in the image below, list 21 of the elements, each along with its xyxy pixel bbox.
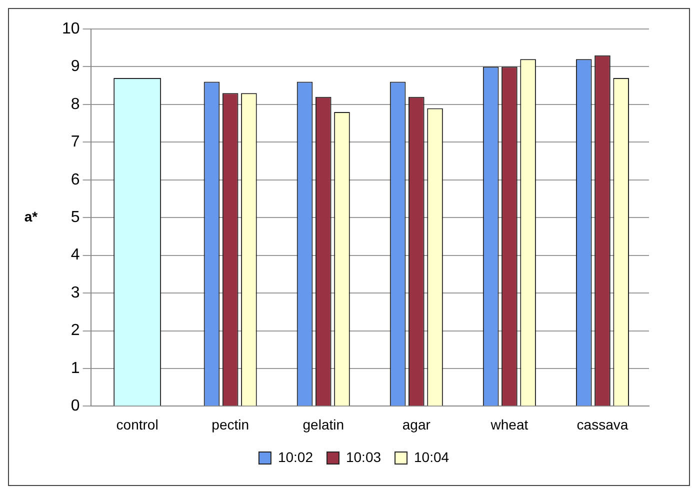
x-tick-label: control	[116, 416, 158, 432]
x-tick-label: agar	[402, 416, 431, 432]
y-axis-title: a*	[24, 208, 38, 224]
x-tick-label: gelatin	[302, 416, 344, 432]
y-tick-label: 9	[70, 58, 80, 76]
y-tick-label: 8	[70, 96, 80, 113]
y-tick-label: 2	[70, 322, 80, 340]
y-tick-label: 10	[62, 20, 80, 38]
legend-label: 10:02	[278, 448, 314, 465]
legend-label: 10:04	[414, 448, 450, 465]
x-tick-label: wheat	[490, 416, 528, 432]
y-tick-label: 1	[70, 360, 80, 377]
y-tick-label: 7	[70, 134, 80, 151]
y-tick-label: 5	[70, 209, 80, 226]
y-tick-label: 4	[70, 246, 80, 264]
y-tick-label: 6	[70, 171, 80, 188]
y-tick-label: 0	[70, 398, 80, 415]
x-tick-label: cassava	[576, 416, 628, 432]
x-tick-label: pectin	[212, 416, 250, 432]
y-tick-label: 3	[70, 284, 80, 302]
legend-label: 10:03	[346, 448, 382, 465]
